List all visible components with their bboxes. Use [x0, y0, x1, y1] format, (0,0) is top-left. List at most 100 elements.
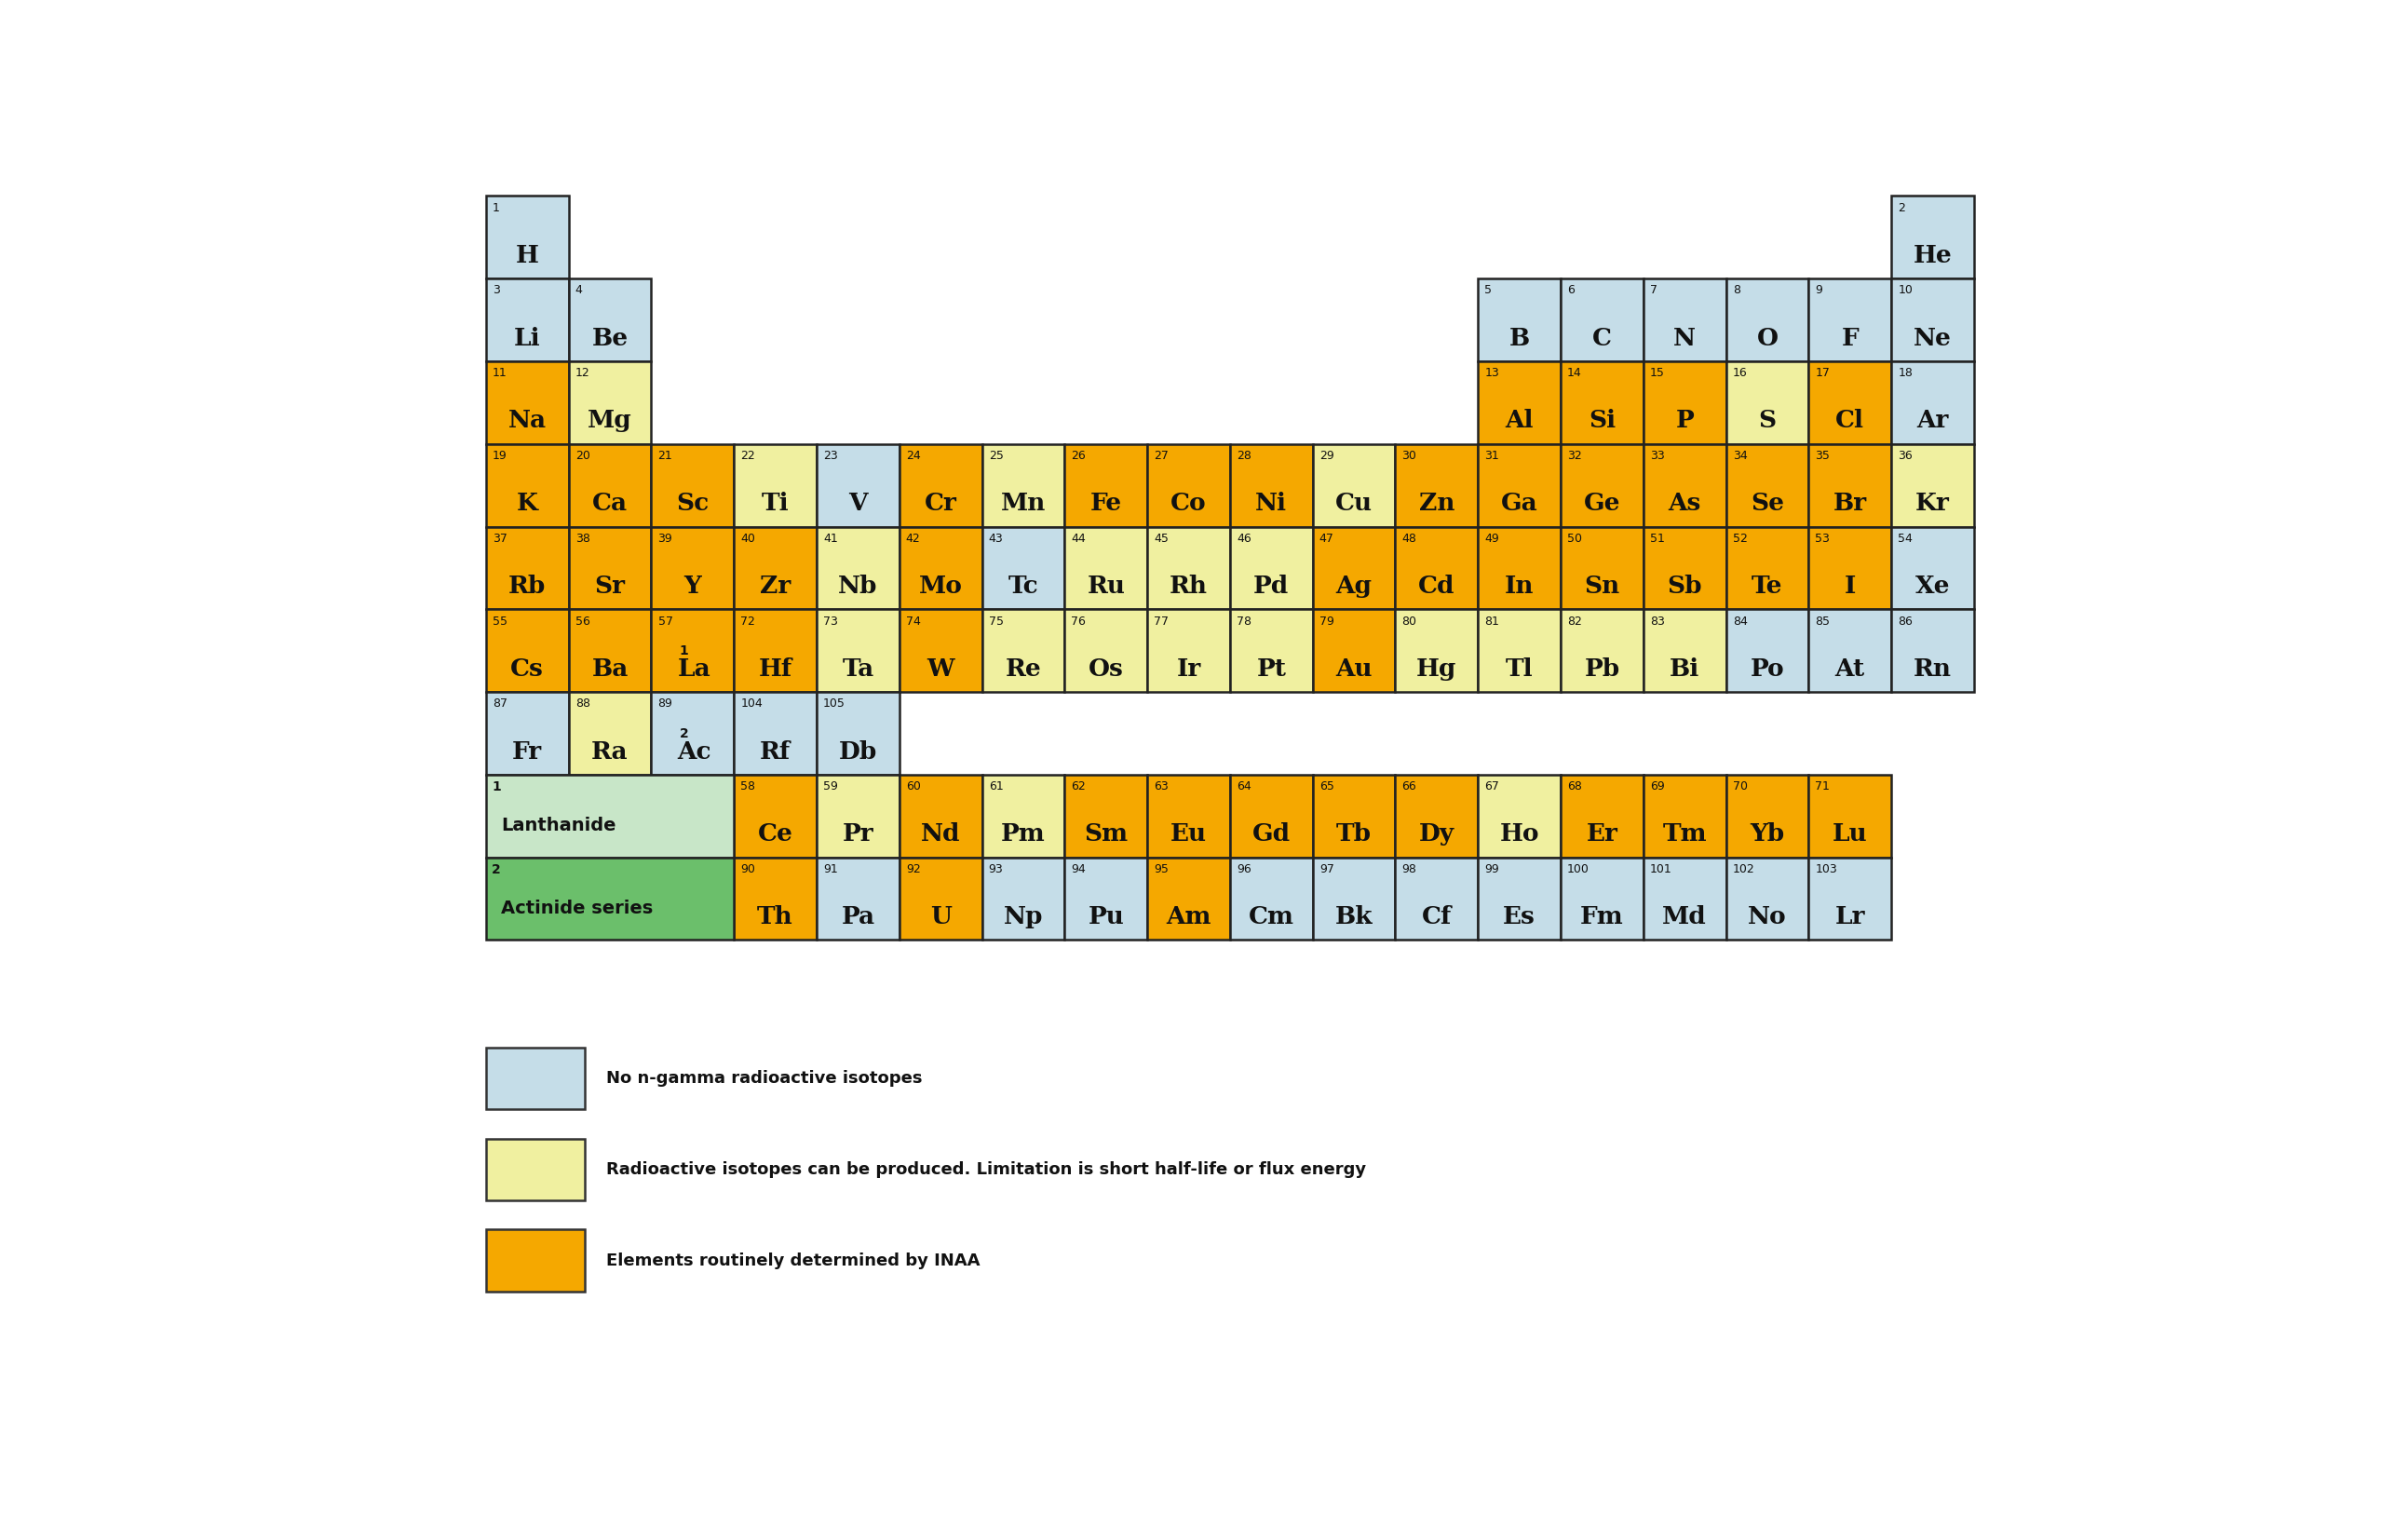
- Text: 59: 59: [824, 780, 838, 793]
- Text: Be: Be: [592, 326, 628, 350]
- FancyBboxPatch shape: [1312, 857, 1394, 939]
- Text: W: W: [927, 658, 954, 681]
- FancyBboxPatch shape: [1394, 857, 1479, 939]
- FancyBboxPatch shape: [1727, 361, 1808, 444]
- Text: 34: 34: [1734, 450, 1748, 462]
- Text: Na: Na: [508, 409, 547, 433]
- Text: Db: Db: [838, 741, 877, 763]
- Text: Hg: Hg: [1416, 658, 1457, 681]
- Text: 64: 64: [1238, 780, 1252, 793]
- Text: Al: Al: [1505, 409, 1534, 433]
- Text: 1: 1: [491, 780, 501, 794]
- Text: 98: 98: [1401, 863, 1416, 875]
- FancyBboxPatch shape: [1479, 857, 1560, 939]
- FancyBboxPatch shape: [1394, 774, 1479, 857]
- Text: U: U: [929, 906, 951, 929]
- FancyBboxPatch shape: [1560, 278, 1642, 361]
- Text: Re: Re: [1004, 658, 1040, 681]
- Text: 52: 52: [1734, 532, 1748, 545]
- Text: Lu: Lu: [1832, 823, 1869, 846]
- Text: Nb: Nb: [838, 575, 877, 598]
- Text: 2: 2: [679, 727, 689, 741]
- FancyBboxPatch shape: [1312, 609, 1394, 692]
- FancyBboxPatch shape: [816, 857, 898, 939]
- FancyBboxPatch shape: [734, 857, 816, 939]
- FancyBboxPatch shape: [1642, 857, 1727, 939]
- Text: Rb: Rb: [508, 575, 547, 598]
- Text: Er: Er: [1587, 823, 1618, 846]
- Text: I: I: [1845, 575, 1857, 598]
- Text: Am: Am: [1165, 906, 1211, 929]
- Text: 6: 6: [1568, 285, 1575, 297]
- Text: Cl: Cl: [1835, 409, 1864, 433]
- Text: 89: 89: [657, 698, 672, 710]
- Text: Si: Si: [1589, 409, 1616, 433]
- Text: Sr: Sr: [595, 575, 626, 598]
- Text: Sb: Sb: [1666, 575, 1702, 598]
- Text: C: C: [1592, 326, 1611, 350]
- Text: Co: Co: [1170, 493, 1206, 516]
- Text: P: P: [1676, 409, 1693, 433]
- FancyBboxPatch shape: [1727, 444, 1808, 526]
- FancyBboxPatch shape: [1312, 526, 1394, 609]
- Text: 103: 103: [1816, 863, 1837, 875]
- FancyBboxPatch shape: [486, 361, 568, 444]
- Text: Yb: Yb: [1751, 823, 1784, 846]
- FancyBboxPatch shape: [568, 526, 650, 609]
- Text: 38: 38: [576, 532, 590, 545]
- FancyBboxPatch shape: [486, 692, 568, 774]
- FancyBboxPatch shape: [1890, 196, 1975, 278]
- Text: 32: 32: [1568, 450, 1582, 462]
- Text: 8: 8: [1734, 285, 1741, 297]
- Text: Ba: Ba: [592, 658, 628, 681]
- Text: 7: 7: [1649, 285, 1657, 297]
- FancyBboxPatch shape: [486, 609, 568, 692]
- Text: Radioactive isotopes can be produced. Limitation is short half-life or flux ener: Radioactive isotopes can be produced. Li…: [607, 1161, 1365, 1178]
- FancyBboxPatch shape: [486, 1138, 585, 1201]
- Text: 88: 88: [576, 698, 590, 710]
- FancyBboxPatch shape: [1146, 857, 1230, 939]
- FancyBboxPatch shape: [1479, 444, 1560, 526]
- Text: 15: 15: [1649, 367, 1664, 379]
- FancyBboxPatch shape: [898, 774, 982, 857]
- Text: Tl: Tl: [1505, 658, 1534, 681]
- Text: 80: 80: [1401, 615, 1416, 627]
- FancyBboxPatch shape: [1642, 774, 1727, 857]
- FancyBboxPatch shape: [568, 361, 650, 444]
- FancyBboxPatch shape: [1230, 857, 1312, 939]
- Text: 57: 57: [657, 615, 672, 627]
- FancyBboxPatch shape: [982, 774, 1064, 857]
- FancyBboxPatch shape: [568, 278, 650, 361]
- Text: 74: 74: [905, 615, 920, 627]
- Text: 60: 60: [905, 780, 920, 793]
- Text: 85: 85: [1816, 615, 1830, 627]
- FancyBboxPatch shape: [1642, 444, 1727, 526]
- Text: 19: 19: [494, 450, 508, 462]
- FancyBboxPatch shape: [1479, 774, 1560, 857]
- FancyBboxPatch shape: [1394, 444, 1479, 526]
- FancyBboxPatch shape: [1064, 609, 1146, 692]
- Text: Rn: Rn: [1914, 658, 1953, 681]
- Text: 43: 43: [990, 532, 1004, 545]
- FancyBboxPatch shape: [898, 526, 982, 609]
- FancyBboxPatch shape: [1808, 278, 1890, 361]
- Text: Ta: Ta: [843, 658, 874, 681]
- Text: 84: 84: [1734, 615, 1748, 627]
- Text: Cu: Cu: [1336, 493, 1373, 516]
- FancyBboxPatch shape: [650, 609, 734, 692]
- FancyBboxPatch shape: [1146, 526, 1230, 609]
- Text: 46: 46: [1238, 532, 1252, 545]
- Text: 2: 2: [491, 863, 501, 877]
- Text: Tc: Tc: [1009, 575, 1038, 598]
- FancyBboxPatch shape: [1642, 526, 1727, 609]
- Text: 31: 31: [1486, 450, 1500, 462]
- Text: 21: 21: [657, 450, 672, 462]
- FancyBboxPatch shape: [1560, 774, 1642, 857]
- Text: 16: 16: [1734, 367, 1748, 379]
- FancyBboxPatch shape: [1312, 444, 1394, 526]
- Text: Pb: Pb: [1584, 658, 1621, 681]
- FancyBboxPatch shape: [568, 444, 650, 526]
- FancyBboxPatch shape: [1642, 278, 1727, 361]
- FancyBboxPatch shape: [486, 444, 568, 526]
- FancyBboxPatch shape: [1064, 526, 1146, 609]
